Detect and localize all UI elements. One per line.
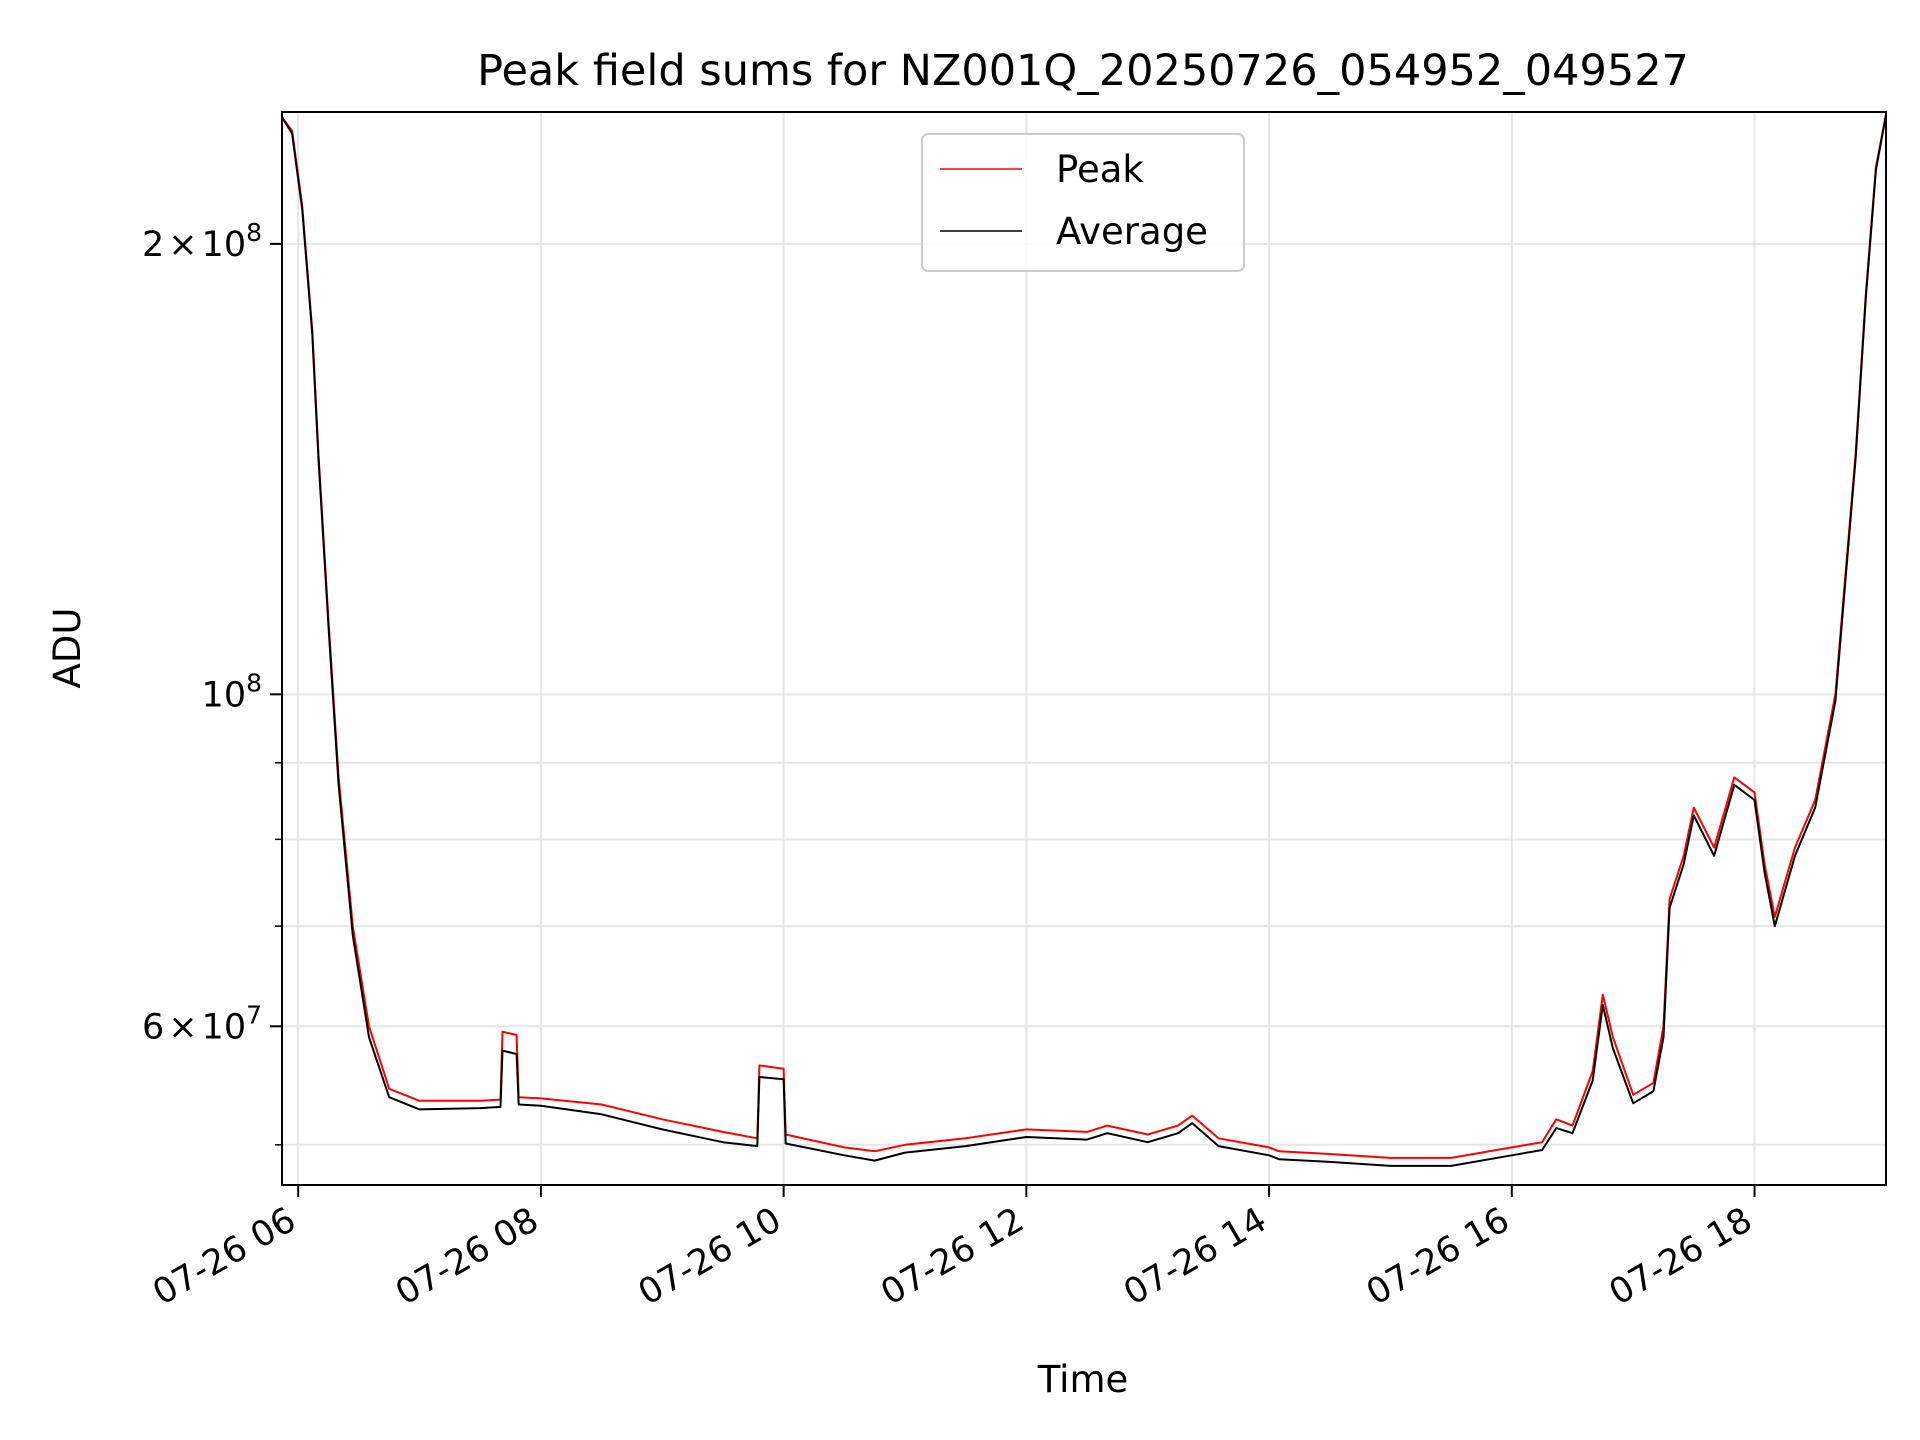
y-axis-label: ADU <box>46 608 89 689</box>
y-tick-label: 2 × 108 <box>142 218 262 265</box>
y-tick-exponent: 8 <box>246 218 262 247</box>
series-lines <box>281 114 1887 1167</box>
y-tick-base: 10 <box>202 675 247 715</box>
y-tick-times: × <box>168 1007 197 1047</box>
y-tick-exponent: 8 <box>246 668 262 697</box>
plot-area-frame <box>281 111 1887 1186</box>
y-tick-label: 6 × 107 <box>142 1000 262 1047</box>
y-tick-base: 10 <box>202 225 247 265</box>
y-tick-times: × <box>168 225 197 265</box>
legend-label-peak: Peak <box>1056 148 1144 191</box>
y-tick-label: 108 <box>202 668 262 715</box>
legend: Peak Average <box>921 133 1245 272</box>
series-line-peak <box>281 114 1887 1159</box>
chart-title: Peak field sums for NZ001Q_20250726_0549… <box>477 46 1689 96</box>
series-line-average <box>281 114 1887 1167</box>
y-tick-mantissa: 6 <box>142 1007 164 1047</box>
y-tick-exponent: 7 <box>246 1000 262 1029</box>
y-tick-mantissa: 2 <box>142 225 164 265</box>
x-axis-label: Time <box>1037 1358 1129 1401</box>
legend-label-average: Average <box>1056 210 1208 253</box>
y-tick-base: 10 <box>202 1007 247 1047</box>
grid-lines <box>282 112 1886 1185</box>
